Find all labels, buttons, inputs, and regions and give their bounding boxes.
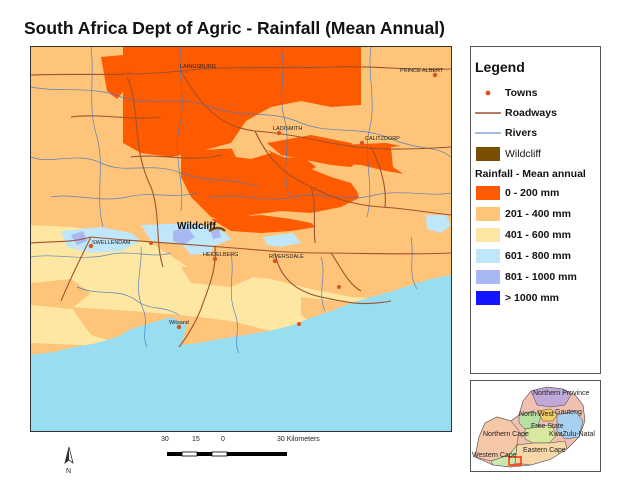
rainfall-map[interactable]: Wildcliff LAINGSBURG PRINCE ALBERT LADIS… [30,46,452,432]
inset-label-gauteng: Gauteng [555,409,582,416]
town-label-calitzdorp: CALITZDORP [365,136,400,142]
inset-extent-box [508,456,522,466]
inset-label-eastern-cape: Eastern Cape [523,447,566,454]
town-swellendam[interactable] [88,243,94,249]
legend-class-401-600: 401 - 600 mm [475,227,571,243]
town-label-ladismith: LADISMITH [273,126,302,132]
river-line-icon [475,125,501,141]
wildcliff-site[interactable] [208,226,226,233]
legend-item-towns: Towns [475,85,537,101]
town-riversdale[interactable] [272,258,278,264]
town-marker[interactable] [297,322,301,326]
legend-class-over-1000: > 1000 mm [475,290,559,306]
legend-class-label: 201 - 400 mm [505,208,571,220]
legend-rainfall-heading: Rainfall - Mean annual [475,168,586,180]
inset-label-kwazulu-natal: KwaZulu-Natal [549,431,595,438]
rainfall-swatch-icon [475,248,501,264]
legend-class-label: 601 - 800 mm [505,250,571,262]
inset-label-western-cape: Western Cape [472,452,517,459]
north-arrow-icon: N [64,446,74,475]
town-label-witsand: Witsand [169,320,189,326]
inset-label-northern-province: Northern Province [533,390,590,397]
locator-inset-map[interactable]: Northern Province Gauteng North West Fre… [470,380,601,472]
scale-tick-label: 15 [192,436,200,443]
town-label-laingsburg: LAINGSBURG [180,64,216,70]
town-label-swellendam: SWELLENDAM [92,240,131,246]
road-line-icon [475,105,501,121]
rainfall-swatch-icon [475,269,501,285]
legend-class-label: 0 - 200 mm [505,187,560,199]
town-witsand[interactable] [176,324,182,330]
legend-class-0-200: 0 - 200 mm [475,185,559,201]
town-label-riversdale: RIVERSDALE [269,254,304,260]
legend-class-label: 801 - 1000 mm [505,271,577,283]
scale-tick-label: 0 [221,436,225,443]
legend-class-601-800: 601 - 800 mm [475,248,571,264]
rainfall-swatch-icon [475,227,501,243]
scale-tick-label: 30 Kilometers [277,436,320,443]
legend-panel: Legend Towns Roadways Rivers Wildcliff R… [470,46,601,374]
legend-label-rivers: Rivers [505,127,538,139]
rainfall-zones-801-1000 [71,227,221,245]
scale-bar-graphic [167,451,287,457]
legend-item-roadways: Roadways [475,105,557,121]
legend-class-801-1000: 801 - 1000 mm [475,269,577,285]
town-ladismith[interactable] [276,130,282,136]
town-marker[interactable] [337,285,341,289]
town-prince-albert[interactable] [432,72,438,78]
rivers [31,47,451,354]
town-marker[interactable] [127,71,131,75]
inset-label-free-state: Free State [531,423,564,430]
map-title: South Africa Dept of Agric - Rainfall (M… [24,18,445,38]
wildcliff-label: Wildcliff [177,221,216,232]
town-heidelberg[interactable] [212,256,218,262]
rainfall-swatch-icon [475,206,501,222]
legend-class-201-400: 201 - 400 mm [475,206,571,222]
town-laingsburg[interactable] [183,68,189,74]
north-label: N [66,468,71,475]
town-markers: LAINGSBURG PRINCE ALBERT LADISMITH CALIT… [88,64,444,330]
legend-label-wildcliff: Wildcliff [505,148,541,160]
town-calitzdorp[interactable] [359,140,365,146]
map-canvas: Wildcliff LAINGSBURG PRINCE ALBERT LADIS… [31,47,451,431]
inset-label-north-west: North West [519,411,554,418]
legend-item-wildcliff: Wildcliff [475,146,541,162]
inset-label-northern-cape: Northern Cape [483,431,529,438]
legend-class-label: > 1000 mm [505,292,559,304]
legend-label-towns: Towns [505,87,538,99]
rainfall-swatch-icon [475,290,501,306]
town-marker[interactable] [313,187,317,191]
scale-bar: 30 15 0 30 Kilometers [161,436,335,462]
rainfall-swatch-icon [475,185,501,201]
legend-item-rivers: Rivers [475,125,537,141]
scale-tick-label: 30 [161,436,169,443]
town-label-heidelberg: HEIDELBERG [203,252,238,258]
legend-label-roadways: Roadways [505,107,557,119]
north-arrow: N [62,445,76,475]
legend-title: Legend [475,59,525,75]
town-symbol-icon [475,85,501,101]
wildcliff-swatch-icon [475,146,501,162]
town-marker[interactable] [149,241,153,245]
sea [31,275,451,431]
inset-canvas: Northern Province Gauteng North West Fre… [472,386,595,468]
legend-class-label: 401 - 600 mm [505,229,571,241]
town-label-prince-albert: PRINCE ALBERT [400,68,444,74]
